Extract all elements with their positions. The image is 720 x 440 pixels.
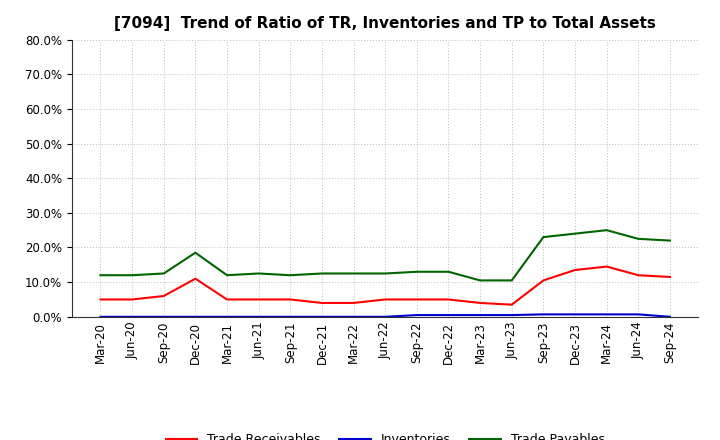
Inventories — [286, 314, 294, 319]
Line: Trade Payables: Trade Payables — [101, 230, 670, 280]
Inventories — [634, 312, 643, 317]
Trade Receivables — [539, 278, 548, 283]
Trade Receivables — [254, 297, 263, 302]
Trade Payables — [254, 271, 263, 276]
Trade Payables — [508, 278, 516, 283]
Trade Receivables — [665, 274, 674, 279]
Inventories — [508, 312, 516, 318]
Line: Trade Receivables: Trade Receivables — [101, 267, 670, 304]
Trade Receivables — [159, 293, 168, 299]
Inventories — [476, 312, 485, 318]
Trade Receivables — [634, 272, 643, 278]
Trade Payables — [222, 272, 231, 278]
Trade Payables — [444, 269, 453, 275]
Trade Receivables — [508, 302, 516, 307]
Trade Receivables — [413, 297, 421, 302]
Inventories — [665, 314, 674, 319]
Trade Receivables — [191, 276, 199, 281]
Trade Receivables — [444, 297, 453, 302]
Inventories — [254, 314, 263, 319]
Trade Payables — [634, 236, 643, 242]
Inventories — [127, 314, 136, 319]
Trade Payables — [571, 231, 580, 236]
Trade Payables — [127, 272, 136, 278]
Trade Receivables — [127, 297, 136, 302]
Trade Payables — [191, 250, 199, 255]
Trade Payables — [603, 227, 611, 233]
Trade Receivables — [476, 300, 485, 305]
Trade Payables — [381, 271, 390, 276]
Inventories — [381, 314, 390, 319]
Trade Payables — [286, 272, 294, 278]
Inventories — [571, 312, 580, 317]
Trade Payables — [96, 272, 105, 278]
Trade Receivables — [381, 297, 390, 302]
Trade Receivables — [603, 264, 611, 269]
Inventories — [413, 312, 421, 318]
Trade Receivables — [571, 268, 580, 273]
Inventories — [444, 312, 453, 318]
Title: [7094]  Trend of Ratio of TR, Inventories and TP to Total Assets: [7094] Trend of Ratio of TR, Inventories… — [114, 16, 656, 32]
Trade Payables — [476, 278, 485, 283]
Inventories — [159, 314, 168, 319]
Legend: Trade Receivables, Inventories, Trade Payables: Trade Receivables, Inventories, Trade Pa… — [161, 429, 610, 440]
Trade Payables — [539, 235, 548, 240]
Inventories — [191, 314, 199, 319]
Trade Payables — [413, 269, 421, 275]
Trade Payables — [349, 271, 358, 276]
Trade Receivables — [349, 300, 358, 305]
Trade Receivables — [96, 297, 105, 302]
Inventories — [222, 314, 231, 319]
Trade Payables — [159, 271, 168, 276]
Trade Receivables — [318, 300, 326, 305]
Trade Payables — [318, 271, 326, 276]
Inventories — [603, 312, 611, 317]
Inventories — [96, 314, 105, 319]
Trade Receivables — [286, 297, 294, 302]
Line: Inventories: Inventories — [101, 314, 670, 317]
Trade Payables — [665, 238, 674, 243]
Trade Receivables — [222, 297, 231, 302]
Inventories — [539, 312, 548, 317]
Inventories — [318, 314, 326, 319]
Inventories — [349, 314, 358, 319]
